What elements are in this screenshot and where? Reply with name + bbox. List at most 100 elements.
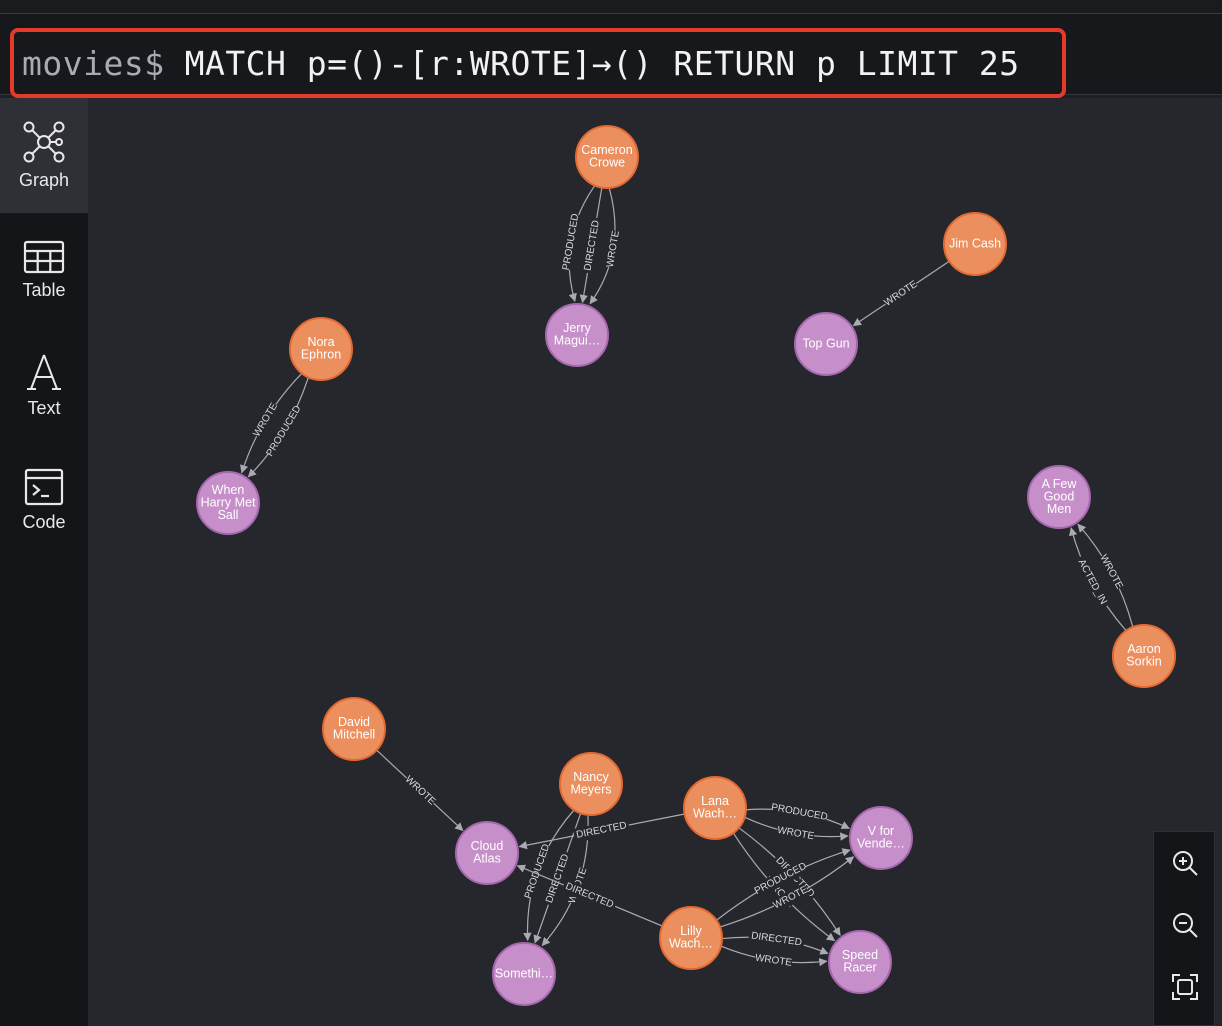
node-caption: Vende… <box>857 837 905 851</box>
zoom-out-button[interactable] <box>1154 894 1216 956</box>
relationship-label-bg <box>541 849 574 908</box>
relationship-label-bg <box>521 842 554 900</box>
relationship-label-bg <box>603 229 624 269</box>
view-tab-text[interactable]: Text <box>0 328 88 443</box>
relationship-label-bg <box>752 859 809 898</box>
movie-node-circle[interactable] <box>828 930 892 994</box>
person-node-circle[interactable] <box>1112 624 1176 688</box>
relationship[interactable]: WROTE <box>589 188 624 305</box>
view-tab-code[interactable]: Code <box>0 443 88 558</box>
node-caption: Nora <box>307 335 334 349</box>
movie-node-circle[interactable] <box>1027 465 1091 529</box>
movie-node-circle[interactable] <box>196 471 260 535</box>
relationship[interactable]: WROTE <box>720 945 828 971</box>
fit-screen-button[interactable] <box>1154 956 1216 1018</box>
fit-screen-icon <box>1172 974 1198 1000</box>
node-caption: Cameron <box>581 143 632 157</box>
relationship-label-bg <box>881 277 921 310</box>
view-tab-graph[interactable]: Graph <box>0 98 88 213</box>
relationship[interactable]: WROTE <box>376 749 464 832</box>
node-caption: Nancy <box>573 770 609 784</box>
person-node-circle[interactable] <box>659 906 723 970</box>
relationship[interactable]: WROTE <box>732 832 836 942</box>
code-icon <box>24 468 64 506</box>
zoom-out-icon <box>1173 913 1198 938</box>
node-caption: Good <box>1044 489 1075 503</box>
relationship-label: WROTE <box>882 279 919 309</box>
node-caption: Sorkin <box>1126 655 1161 669</box>
relationship-label-bg <box>748 928 806 951</box>
movie-node-circle[interactable] <box>794 312 858 376</box>
relationship[interactable]: DIRECTED <box>518 813 685 850</box>
person-node-circle[interactable] <box>575 125 639 189</box>
node-jerry[interactable]: JerryMagui… <box>545 303 609 367</box>
zoom-in-icon <box>1173 851 1198 876</box>
node-caption: Lana <box>701 794 729 808</box>
relationship-label-bg <box>770 800 829 825</box>
query-prompt: movies$ <box>22 43 165 83</box>
node-caption: V for <box>868 824 894 838</box>
node-lilly[interactable]: LillyWach… <box>659 906 723 970</box>
query-text[interactable]: MATCH p=()-[r:WROTE]→() RETURN p LIMIT 2… <box>184 43 1020 83</box>
relationship-label-bg <box>1072 554 1112 610</box>
relationship-label: WROTE <box>754 953 793 969</box>
node-vfor[interactable]: V forVende… <box>849 806 913 870</box>
text-icon <box>27 354 61 390</box>
node-caption: Crowe <box>589 156 625 170</box>
node-jimcash[interactable]: Jim Cash <box>943 212 1007 276</box>
person-node-circle[interactable] <box>683 776 747 840</box>
movie-node-circle[interactable] <box>492 942 556 1006</box>
node-caption: Harry Met <box>201 495 256 509</box>
relationship-label: PRODUCED <box>770 802 828 823</box>
node-lana[interactable]: LanaWach… <box>683 776 747 840</box>
node-caption: Men <box>1047 502 1071 516</box>
movie-node-circle[interactable] <box>455 821 519 885</box>
node-caption: Lilly <box>680 924 702 938</box>
person-node-circle[interactable] <box>289 317 353 381</box>
relationship[interactable]: WROTE <box>744 816 849 844</box>
view-tab-label: Table <box>22 280 66 300</box>
person-node-circle[interactable] <box>943 212 1007 276</box>
movie-node-circle[interactable] <box>545 303 609 367</box>
person-node-circle[interactable] <box>322 697 386 761</box>
relationship[interactable]: DIRECTED <box>579 187 604 304</box>
relationship[interactable]: WROTE <box>852 260 950 327</box>
node-caption: Wach… <box>669 937 713 951</box>
relationship[interactable]: DIRECTED <box>722 928 829 955</box>
node-caption: Somethi… <box>495 966 553 980</box>
person-node-circle[interactable] <box>559 752 623 816</box>
node-somethi[interactable]: Somethi… <box>492 942 556 1006</box>
query-editor[interactable]: movies$ MATCH p=()-[r:WROTE]→() RETURN p… <box>10 28 1066 98</box>
window-top-strip <box>0 0 1222 14</box>
view-tab-label: Code <box>22 512 66 532</box>
view-tab-label: Text <box>27 398 61 418</box>
view-tab-table[interactable]: Table <box>0 213 88 328</box>
relationship-label-bg <box>250 400 282 440</box>
relationship-label-bg <box>754 951 793 971</box>
relationship-label-bg <box>559 213 583 271</box>
zoom-in-button[interactable] <box>1154 832 1216 894</box>
node-topgun[interactable]: Top Gun <box>794 312 858 376</box>
relationship[interactable]: DIRECTED <box>516 864 663 927</box>
movie-node-circle[interactable] <box>849 806 913 870</box>
node-caption: Mitchell <box>333 728 375 742</box>
node-caption: Wach… <box>693 807 737 821</box>
node-caption: Jim Cash <box>949 236 1001 250</box>
node-caption: Top Gun <box>802 336 849 350</box>
relationship-label-bg <box>263 403 305 459</box>
graph-canvas[interactable] <box>88 98 1222 1026</box>
node-caption: Ephron <box>301 348 341 362</box>
graph-icon <box>23 121 65 163</box>
node-caption: When <box>212 483 245 497</box>
node-caption: Magui… <box>554 334 601 348</box>
